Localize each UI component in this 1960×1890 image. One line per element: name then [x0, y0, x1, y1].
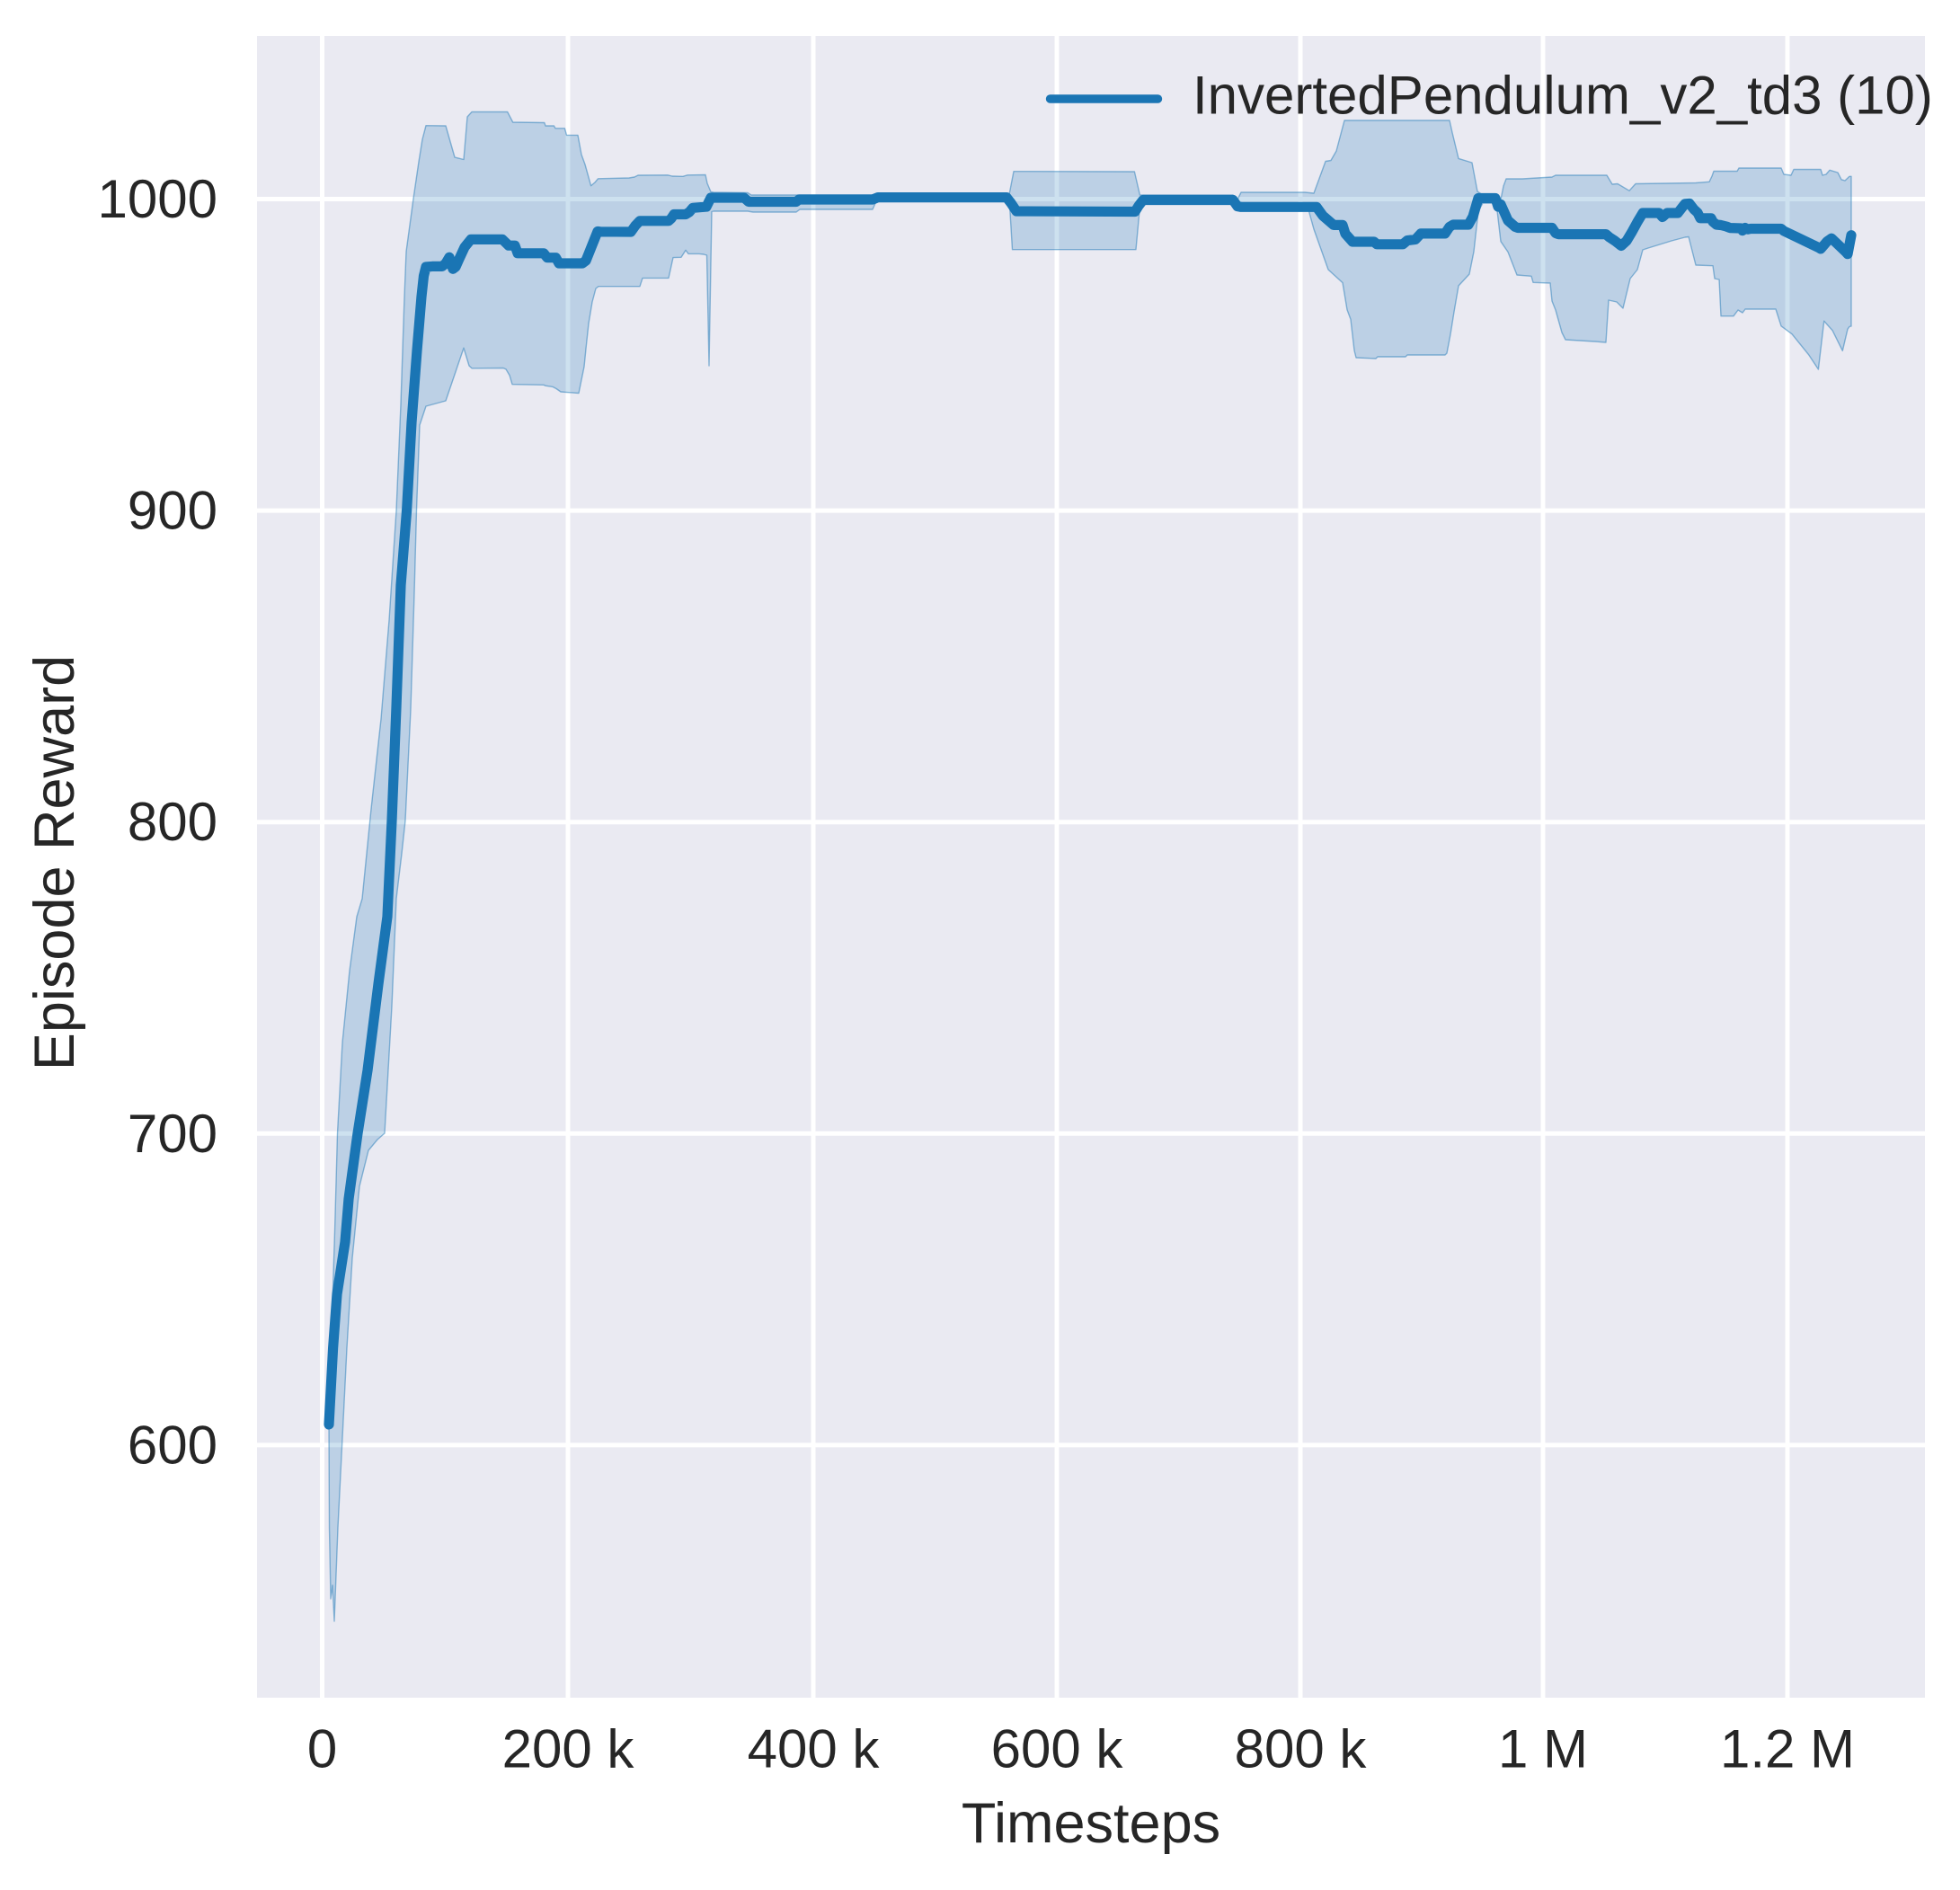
svg-text:1.2 M: 1.2 M: [1720, 1719, 1855, 1779]
svg-text:800 k: 800 k: [1235, 1719, 1368, 1779]
svg-text:InvertedPendulum_v2_td3 (10): InvertedPendulum_v2_td3 (10): [1193, 66, 1933, 126]
svg-text:Timesteps: Timesteps: [962, 1792, 1220, 1855]
svg-text:900: 900: [128, 481, 217, 541]
svg-text:600: 600: [128, 1415, 217, 1475]
svg-text:1 M: 1 M: [1498, 1719, 1588, 1779]
svg-text:200 k: 200 k: [502, 1719, 635, 1779]
svg-text:0: 0: [307, 1719, 337, 1779]
svg-text:400 k: 400 k: [748, 1719, 881, 1779]
svg-text:700: 700: [128, 1104, 217, 1164]
svg-text:Episode Reward: Episode Reward: [23, 655, 86, 1070]
svg-text:800: 800: [128, 792, 217, 852]
svg-text:1000: 1000: [98, 169, 217, 229]
svg-text:600 k: 600 k: [991, 1719, 1124, 1779]
